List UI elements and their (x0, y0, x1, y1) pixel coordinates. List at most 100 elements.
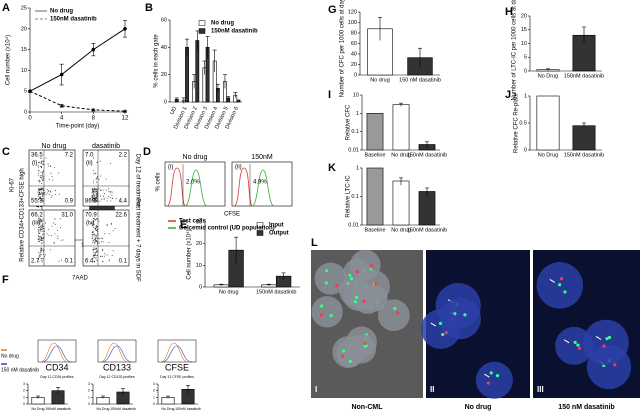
event-dot (39, 188, 41, 190)
fish-signal (374, 282, 378, 286)
nucleus (311, 296, 343, 328)
event-dot (44, 254, 46, 256)
event-dot (97, 251, 99, 253)
event-dot (93, 249, 95, 251)
event-dot (43, 250, 45, 252)
marker (59, 72, 64, 77)
image-tag: I (315, 385, 317, 394)
fish-signal (341, 354, 345, 358)
axis-label: % cells (156, 172, 162, 191)
event-dot (40, 228, 42, 230)
event-dot (37, 180, 39, 182)
quadrant-value: 0.1 (65, 259, 74, 265)
y-tick-label: 0 (24, 109, 27, 115)
event-dot (112, 250, 114, 252)
event-dot (95, 252, 97, 254)
event-dot (93, 191, 95, 193)
event-dot (38, 218, 40, 220)
event-dot (96, 250, 98, 252)
event-dot (42, 238, 44, 240)
y-axis-label: Relative CFC (346, 104, 352, 140)
flow-plot (82, 209, 130, 267)
event-dot (37, 166, 39, 168)
event-dot (111, 222, 113, 224)
line (29, 90, 126, 112)
y-tick-label: 2 (88, 389, 90, 393)
event-dot (93, 256, 95, 258)
histogram-curve (184, 169, 208, 207)
event-dot (39, 255, 41, 257)
event-dot (38, 190, 40, 192)
event-dot (96, 178, 98, 180)
event-dot (91, 232, 93, 234)
event-dot (95, 194, 97, 196)
event-dot (92, 218, 94, 220)
event-dot (100, 175, 102, 177)
event-dot (92, 182, 94, 184)
event-dot (95, 200, 97, 202)
event-dot (105, 178, 107, 180)
event-dot (112, 230, 114, 232)
event-dot (97, 200, 99, 202)
event-dot (96, 230, 98, 232)
event-dot (102, 255, 104, 257)
event-dot (40, 239, 42, 241)
y-tick-label: 0 (199, 284, 202, 290)
event-dot (42, 160, 44, 162)
event-dot (42, 253, 44, 255)
event-dot (98, 238, 100, 240)
quadrant-value: 7.0 (85, 153, 94, 159)
y-tick-label: 1 (23, 395, 25, 399)
fish-signal (319, 313, 323, 317)
bar (366, 113, 384, 151)
event-dot (110, 162, 112, 164)
event-dot (58, 193, 60, 195)
x-tick-label: No drug (370, 77, 390, 83)
y-tick-label: 60 (161, 17, 167, 23)
event-dot (54, 218, 56, 220)
event-dot (94, 252, 96, 254)
event-dot (92, 254, 94, 256)
event-dot (96, 259, 98, 261)
event-dot (38, 221, 40, 223)
event-dot (94, 189, 96, 191)
column-label: No drug (183, 154, 208, 161)
event-dot (47, 165, 49, 167)
bar (572, 125, 596, 151)
y-tick-label: 15 (521, 27, 527, 33)
event-dot (97, 228, 99, 230)
event-dot (111, 191, 113, 193)
event-dot (94, 242, 96, 244)
event-dot (47, 191, 49, 193)
legend-label: 150 nM dasatinib (1, 367, 39, 373)
event-dot (40, 225, 42, 227)
event-dot (97, 235, 99, 237)
y-tick-label: 0 (524, 68, 527, 74)
event-dot (111, 254, 113, 256)
event-dot (38, 170, 40, 172)
event-dot (41, 199, 43, 201)
panel-label: E (180, 219, 187, 231)
event-dot (39, 253, 41, 255)
event-dot (106, 200, 108, 202)
event-dot (106, 197, 108, 199)
event-dot (93, 261, 95, 263)
legend-label: No drug (50, 9, 73, 15)
fish-signal (349, 277, 354, 281)
event-dot (58, 172, 60, 174)
y-tick-label: 2 (153, 389, 155, 393)
event-dot (102, 237, 104, 239)
event-dot (92, 242, 94, 244)
plot-tag: (iv) (86, 221, 94, 227)
event-dot (95, 247, 97, 249)
fish-signal (602, 344, 606, 348)
event-dot (42, 218, 44, 220)
x-tick-label: 150nM dasatinib (564, 73, 604, 79)
axis-label: Ki-67 (10, 177, 16, 192)
event-dot (41, 199, 43, 201)
event-dot (96, 241, 98, 243)
event-dot (95, 219, 97, 221)
event-dot (37, 175, 39, 177)
event-dot (42, 170, 44, 172)
x-tick-label: 150nM dasatinib (45, 407, 71, 411)
